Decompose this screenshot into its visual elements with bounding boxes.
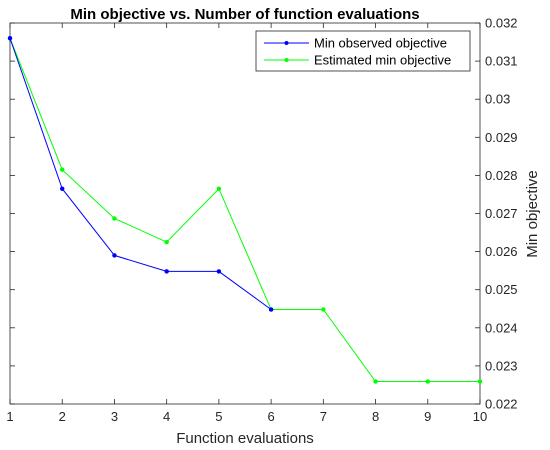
data-point bbox=[112, 216, 117, 221]
data-point bbox=[59, 186, 65, 191]
series-min-observed-objective bbox=[7, 35, 274, 312]
data-point bbox=[59, 167, 65, 172]
y-tick-label: 0.029 bbox=[485, 130, 518, 145]
x-tick-label: 6 bbox=[267, 409, 274, 424]
y-tick-label: 0.032 bbox=[485, 16, 518, 31]
y-tick-label: 0.027 bbox=[485, 206, 518, 221]
x-tick-label: 8 bbox=[372, 409, 379, 424]
data-point bbox=[216, 186, 222, 191]
x-tick-label: 4 bbox=[163, 409, 170, 424]
series-estimated-min-objective bbox=[7, 35, 483, 384]
data-point bbox=[268, 307, 274, 312]
y-tick-label: 0.026 bbox=[485, 244, 518, 259]
legend-label: Min observed objective bbox=[314, 36, 447, 51]
y-tick-label: 0.022 bbox=[485, 397, 518, 412]
legend: Min observed objective Estimated min obje… bbox=[255, 30, 471, 72]
x-tick-label: 3 bbox=[111, 409, 118, 424]
legend-marker bbox=[284, 58, 289, 62]
data-point bbox=[112, 253, 117, 258]
legend-label: Estimated min objective bbox=[314, 53, 451, 68]
y-tick-label: 0.025 bbox=[485, 282, 518, 297]
x-tick-label: 7 bbox=[320, 409, 327, 424]
data-point bbox=[164, 269, 169, 274]
chart-title: Min objective vs. Number of function eva… bbox=[70, 6, 419, 23]
x-tick-label: 9 bbox=[424, 409, 431, 424]
series-line bbox=[9, 38, 272, 310]
y-tick-label: 0.023 bbox=[485, 358, 518, 373]
x-axis-label: Function evaluations bbox=[176, 430, 314, 447]
data-point bbox=[373, 379, 378, 384]
data-point bbox=[425, 379, 431, 384]
y-tick-label: 0.024 bbox=[485, 320, 518, 335]
legend-marker bbox=[284, 41, 289, 45]
series-layer bbox=[7, 35, 483, 384]
data-point bbox=[321, 307, 326, 312]
data-point bbox=[7, 35, 13, 41]
y-tick-label: 0.03 bbox=[485, 92, 510, 107]
series-line bbox=[9, 38, 480, 383]
y-tick-label: 0.031 bbox=[485, 54, 518, 69]
legend-box bbox=[255, 30, 471, 72]
x-tick-label: 2 bbox=[59, 409, 66, 424]
x-tick-label: 5 bbox=[215, 409, 222, 424]
data-point bbox=[216, 269, 222, 274]
axes: 1 2 3 4 5 6 7 8 9 100.022 0.023 0.024 0.025 0.026 0.02… bbox=[6, 16, 517, 425]
data-point bbox=[164, 239, 169, 245]
data-point bbox=[477, 379, 483, 384]
y-tick-label: 0.028 bbox=[485, 168, 518, 183]
x-tick-label: 10 bbox=[473, 409, 487, 424]
x-tick-label: 1 bbox=[6, 409, 13, 424]
y-axis-label: Min objective bbox=[524, 170, 541, 258]
